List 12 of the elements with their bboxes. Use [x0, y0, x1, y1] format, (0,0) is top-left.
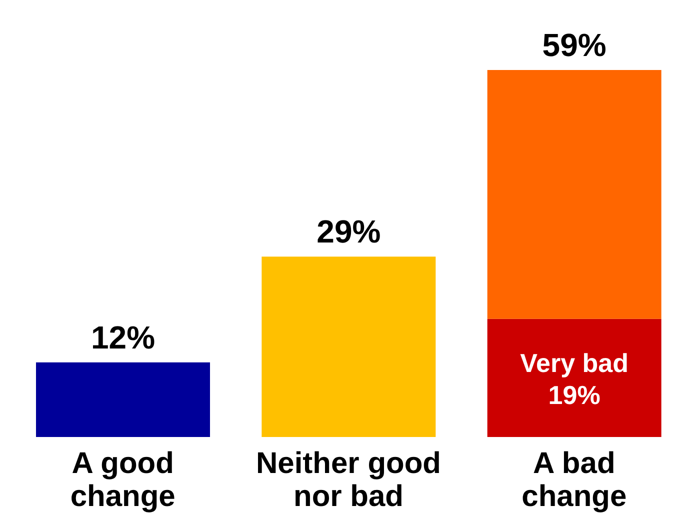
x-tick-label: Neither good nor bad — [256, 447, 441, 513]
x-tick-label: A bad change — [522, 447, 627, 513]
series-label: Very bad — [520, 348, 629, 378]
bar — [262, 256, 436, 437]
bar — [487, 318, 662, 437]
bar — [487, 70, 662, 319]
bar — [36, 362, 210, 437]
data-label: 19% — [548, 380, 600, 410]
total-label: 29% — [316, 214, 381, 250]
x-tick-label: A good change — [70, 447, 176, 513]
total-label: 59% — [542, 27, 606, 63]
total-label: 12% — [90, 319, 156, 356]
